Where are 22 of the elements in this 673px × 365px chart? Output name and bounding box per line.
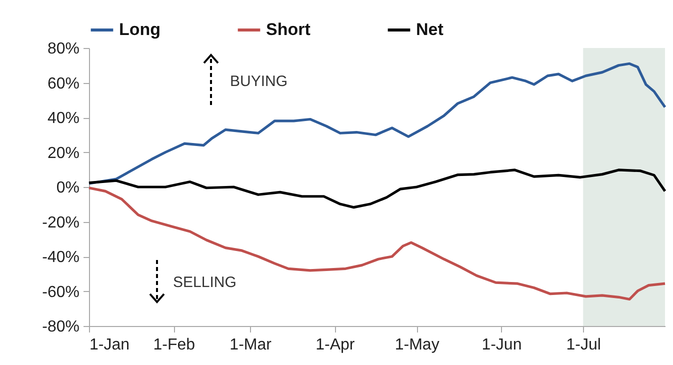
legend-label: Long — [119, 20, 161, 39]
y-tick-label: -20% — [42, 214, 80, 232]
y-tick-label: -80% — [42, 318, 80, 336]
x-tick-label: 1-May — [394, 336, 440, 354]
y-tick-label: -40% — [42, 249, 80, 266]
x-tick-label: 1-Mar — [230, 336, 272, 354]
y-tick-label: 40% — [47, 110, 80, 127]
x-tick-label: 1-Jul — [566, 336, 601, 354]
y-tick-label: -60% — [42, 284, 80, 301]
y-tick-label: 60% — [47, 75, 80, 92]
annotation: BUYING — [230, 73, 288, 90]
y-tick-label: 20% — [47, 144, 80, 162]
x-tick-label: 1-Apr — [316, 336, 356, 354]
y-tick-label: 0% — [56, 180, 80, 196]
legend-label: Short — [266, 20, 311, 39]
line-series — [88, 186, 666, 301]
annotation: SELLING — [173, 274, 236, 291]
legend-label: Net — [416, 20, 444, 39]
x-tick-label: 1-Feb — [153, 336, 196, 354]
x-tick-label: 1-Jun — [482, 336, 522, 354]
y-tick-label: 80% — [47, 40, 80, 58]
x-tick-label: 1-Jan — [90, 336, 130, 354]
